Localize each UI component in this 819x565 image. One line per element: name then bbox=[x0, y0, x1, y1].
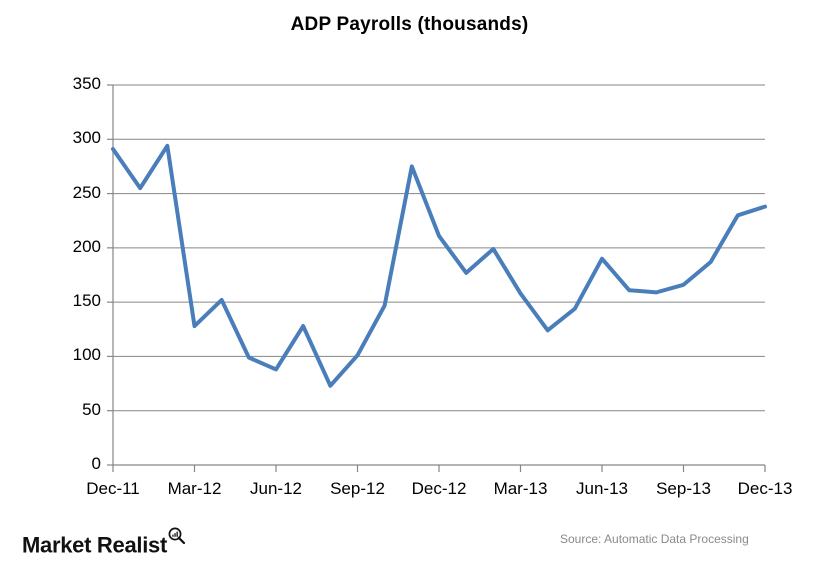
gridlines bbox=[113, 84, 765, 412]
x-axis-tick-label: Jun-13 bbox=[576, 479, 628, 498]
x-axis-tick-label: Sep-12 bbox=[330, 479, 385, 498]
logo-text: Market Realist bbox=[22, 532, 167, 558]
x-axis-tick-label: Dec-11 bbox=[86, 479, 140, 498]
x-axis-tick-label: Jun-12 bbox=[250, 479, 302, 498]
source-note: Source: Automatic Data Processing bbox=[560, 532, 749, 546]
magnifier-chart-icon bbox=[168, 524, 186, 550]
y-axis-tick-label: 300 bbox=[72, 128, 101, 148]
market-realist-logo: Market Realist bbox=[22, 524, 186, 558]
x-axis-tick-label: Mar-13 bbox=[493, 479, 548, 498]
axis-lines bbox=[112, 85, 765, 466]
x-axis-ticks bbox=[112, 465, 766, 472]
y-axis-tick-label: 150 bbox=[72, 291, 101, 311]
y-axis-tick-label: 250 bbox=[72, 182, 101, 202]
y-axis-tick-label: 50 bbox=[82, 399, 101, 419]
y-axis-tick-label: 100 bbox=[72, 345, 101, 365]
x-axis-tick-label: Sep-13 bbox=[656, 479, 711, 498]
y-axis-tick-label: 0 bbox=[91, 454, 101, 473]
x-axis-tick-label: Mar-12 bbox=[167, 479, 222, 498]
x-axis-tick-label: Dec-12 bbox=[411, 479, 467, 498]
x-axis-tick-label: Dec-13 bbox=[737, 479, 793, 498]
data-series-line bbox=[111, 143, 767, 388]
page-title: ADP Payrolls (thousands) bbox=[290, 14, 529, 35]
y-axis-tick-label: 200 bbox=[72, 236, 101, 256]
y-axis-ticks bbox=[107, 84, 113, 466]
y-axis-tick-label: 350 bbox=[72, 74, 101, 93]
